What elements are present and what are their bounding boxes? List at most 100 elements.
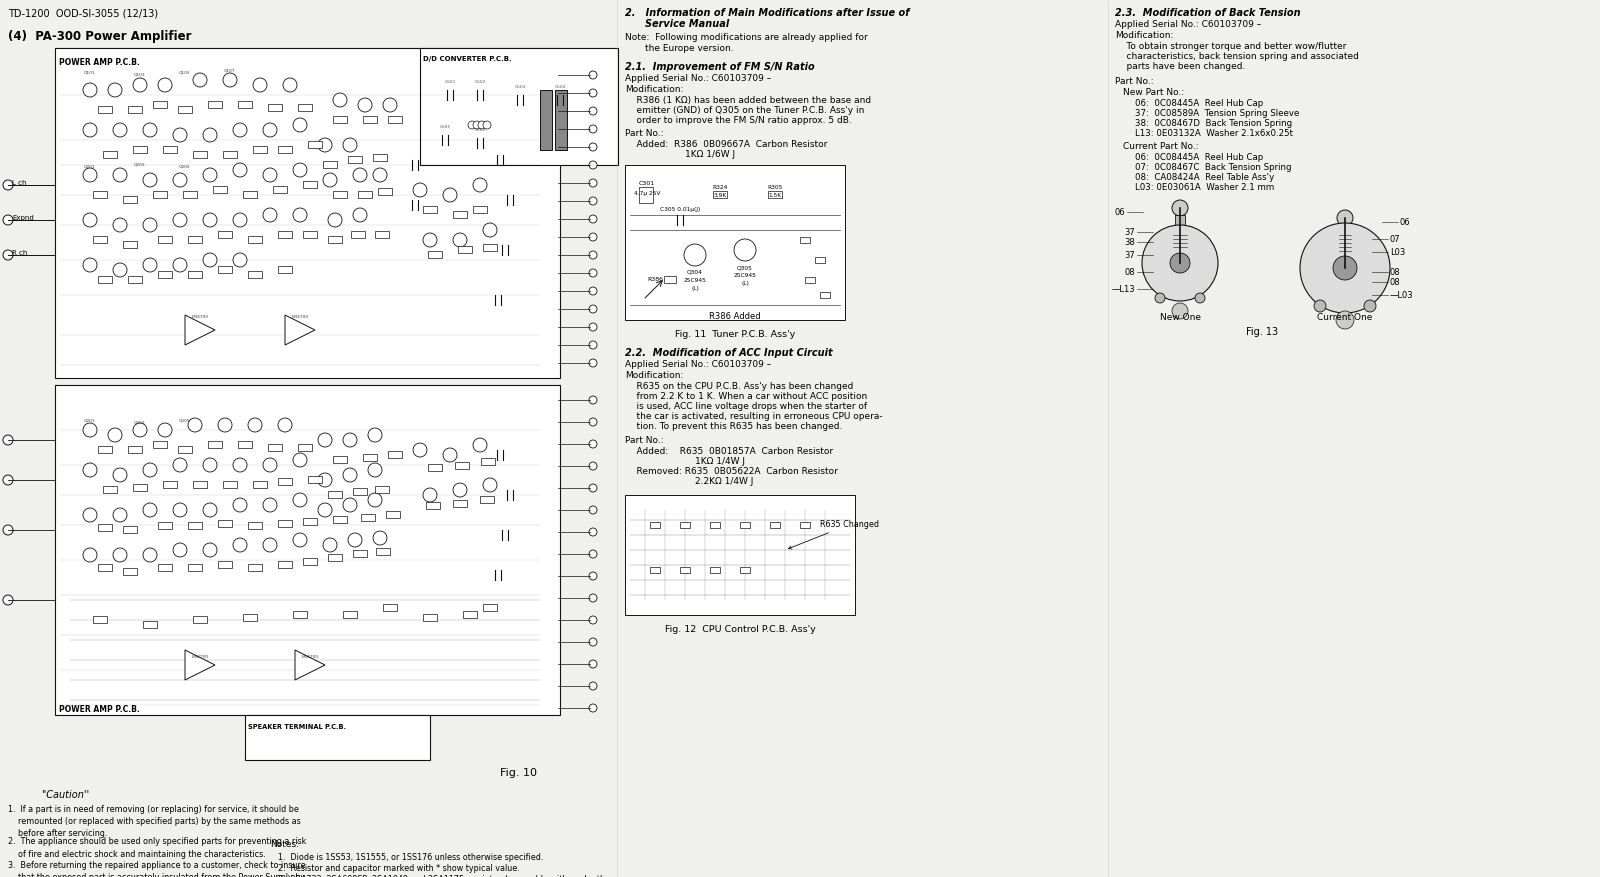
Circle shape — [589, 161, 597, 169]
Bar — [182, 191, 197, 198]
Bar — [208, 101, 222, 108]
Text: 2.2KΩ 1/4W J: 2.2KΩ 1/4W J — [694, 477, 754, 486]
Bar — [555, 90, 566, 150]
Bar — [626, 165, 845, 320]
Circle shape — [262, 538, 277, 552]
Circle shape — [114, 548, 126, 562]
Circle shape — [222, 73, 237, 87]
Circle shape — [203, 458, 218, 472]
Bar — [814, 257, 826, 263]
Text: order to improve the FM S/N ratio approx. 5 dB.: order to improve the FM S/N ratio approx… — [626, 116, 851, 125]
Text: tion. To prevent this R635 has been changed.: tion. To prevent this R635 has been chan… — [626, 422, 842, 431]
Circle shape — [342, 433, 357, 447]
Polygon shape — [186, 650, 214, 680]
Text: parts have been changed.: parts have been changed. — [1115, 62, 1245, 71]
Bar — [800, 237, 810, 243]
Circle shape — [142, 548, 157, 562]
Circle shape — [1142, 225, 1218, 301]
Bar — [768, 191, 782, 198]
Bar — [354, 488, 366, 495]
Circle shape — [1195, 293, 1205, 303]
Circle shape — [158, 423, 173, 437]
Circle shape — [589, 660, 597, 668]
Bar — [541, 90, 552, 150]
Bar — [298, 444, 312, 451]
Bar — [342, 611, 357, 618]
Text: C502: C502 — [474, 80, 486, 84]
Bar — [770, 522, 781, 528]
Bar — [253, 481, 267, 488]
Circle shape — [83, 123, 98, 137]
Text: 37:  0C08589A  Tension Spring Sleeve: 37: 0C08589A Tension Spring Sleeve — [1134, 109, 1299, 118]
Bar — [302, 181, 317, 188]
Circle shape — [1299, 223, 1390, 313]
Circle shape — [422, 233, 437, 247]
Bar — [328, 491, 342, 498]
Text: Service Manual: Service Manual — [645, 19, 730, 29]
Text: Expnd: Expnd — [13, 215, 34, 221]
Text: (4)  PA-300 Power Amplifier: (4) PA-300 Power Amplifier — [8, 30, 192, 43]
Circle shape — [589, 71, 597, 79]
Text: C504: C504 — [554, 85, 566, 89]
Bar — [1174, 215, 1186, 233]
Circle shape — [3, 435, 13, 445]
Bar — [128, 446, 142, 453]
Text: Q201: Q201 — [85, 165, 96, 169]
Circle shape — [173, 128, 187, 142]
Circle shape — [3, 215, 13, 225]
Bar — [422, 206, 437, 213]
Text: L13: 0E03132A  Washer 2.1x6x0.25t: L13: 0E03132A Washer 2.1x6x0.25t — [1134, 129, 1293, 138]
Circle shape — [283, 78, 298, 92]
Circle shape — [234, 163, 246, 177]
Circle shape — [173, 458, 187, 472]
Bar — [382, 604, 397, 611]
Circle shape — [83, 463, 98, 477]
Bar — [158, 522, 173, 529]
Circle shape — [1338, 210, 1354, 226]
Circle shape — [474, 121, 482, 129]
Text: 2SC945: 2SC945 — [733, 273, 757, 278]
Text: Applied Serial No.: C60103709 –: Applied Serial No.: C60103709 – — [1115, 20, 1261, 29]
Circle shape — [589, 125, 597, 133]
Bar — [218, 520, 232, 527]
Bar — [333, 456, 347, 463]
Bar — [158, 564, 173, 571]
Circle shape — [589, 323, 597, 331]
Text: Q205: Q205 — [179, 164, 190, 168]
Circle shape — [1171, 200, 1187, 216]
Text: C305 0.01μ(J): C305 0.01μ(J) — [659, 207, 701, 212]
Bar — [349, 156, 362, 163]
Circle shape — [483, 121, 491, 129]
Circle shape — [589, 341, 597, 349]
Circle shape — [589, 359, 597, 367]
Bar — [739, 567, 750, 573]
Text: (L): (L) — [691, 286, 699, 291]
Circle shape — [1314, 300, 1326, 312]
Bar — [298, 104, 312, 111]
Circle shape — [1155, 293, 1165, 303]
Text: Modification:: Modification: — [1115, 31, 1173, 40]
Bar — [483, 244, 498, 251]
Bar — [480, 496, 494, 503]
Bar — [278, 561, 291, 568]
Circle shape — [114, 508, 126, 522]
Bar — [93, 616, 107, 623]
Text: R324: R324 — [712, 185, 728, 190]
Text: 3.  2SA733, 2SA608SP, 2SA1048 and 2SA1175 are interchangeable with each other.: 3. 2SA733, 2SA608SP, 2SA1048 and 2SA1175… — [278, 875, 614, 877]
Bar — [354, 550, 366, 557]
Text: LM4700: LM4700 — [192, 655, 208, 659]
Bar — [154, 191, 166, 198]
Text: —L03: —L03 — [1390, 291, 1414, 300]
Circle shape — [133, 423, 147, 437]
Text: R635 on the CPU P.C.B. Ass'y has been changed: R635 on the CPU P.C.B. Ass'y has been ch… — [626, 382, 853, 391]
Text: from 2.2 K to 1 K. When a car without ACC position: from 2.2 K to 1 K. When a car without AC… — [626, 392, 867, 401]
Text: Q201: Q201 — [85, 418, 96, 422]
Text: Q103: Q103 — [134, 72, 146, 76]
Circle shape — [589, 89, 597, 97]
Circle shape — [368, 428, 382, 442]
Bar — [819, 292, 830, 298]
Bar — [387, 451, 402, 458]
Bar — [710, 522, 720, 528]
Circle shape — [483, 223, 498, 237]
Circle shape — [83, 508, 98, 522]
